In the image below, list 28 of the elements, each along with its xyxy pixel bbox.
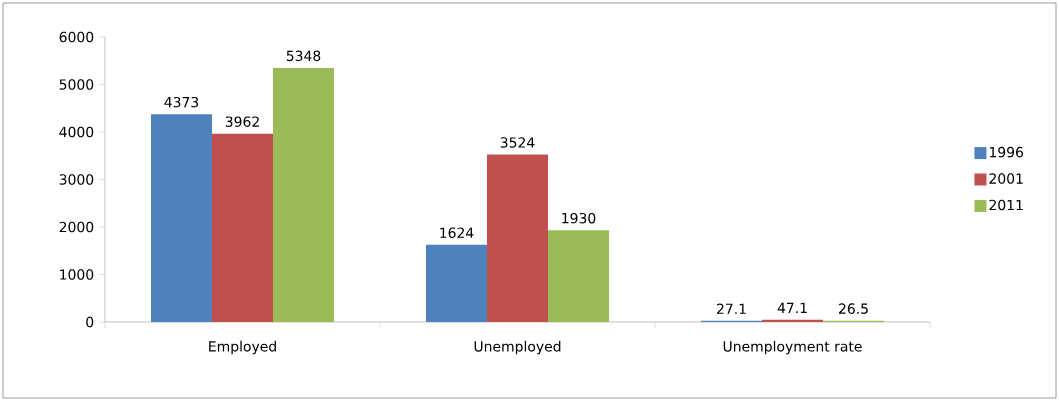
legend-label: 2011 (989, 199, 1023, 211)
y-tick-label: 3000 (59, 174, 94, 185)
data-label: 3524 (500, 137, 535, 148)
y-tick-label: 4000 (59, 126, 94, 138)
data-label: 4373 (164, 96, 199, 108)
legend-label: 2001 (989, 173, 1023, 184)
y-tick-label: 1000 (60, 269, 94, 280)
data-label: 27.1 (716, 303, 746, 314)
bar (273, 67, 334, 322)
y-tick-label: 6000 (59, 31, 94, 43)
y-tick-label: 0 (86, 316, 94, 328)
data-label: 47.1 (777, 302, 807, 313)
x-tick-label: Employed (209, 340, 276, 355)
bar (426, 244, 487, 322)
bar (487, 154, 548, 322)
bar (151, 114, 212, 322)
data-label: 3962 (225, 116, 259, 127)
bar (212, 133, 273, 322)
data-label: 26.5 (838, 303, 868, 314)
bar (548, 230, 609, 322)
x-tick-label: Unemployment rate (723, 340, 862, 355)
y-tick-label: 2000 (59, 221, 94, 233)
data-label: 5348 (286, 50, 321, 62)
data-label: 1624 (440, 227, 474, 239)
y-tick-label: 5000 (59, 79, 94, 90)
x-tick-label: Unemployed (474, 340, 561, 355)
data-label: 1930 (562, 212, 596, 224)
legend-label: 1996 (989, 146, 1024, 158)
